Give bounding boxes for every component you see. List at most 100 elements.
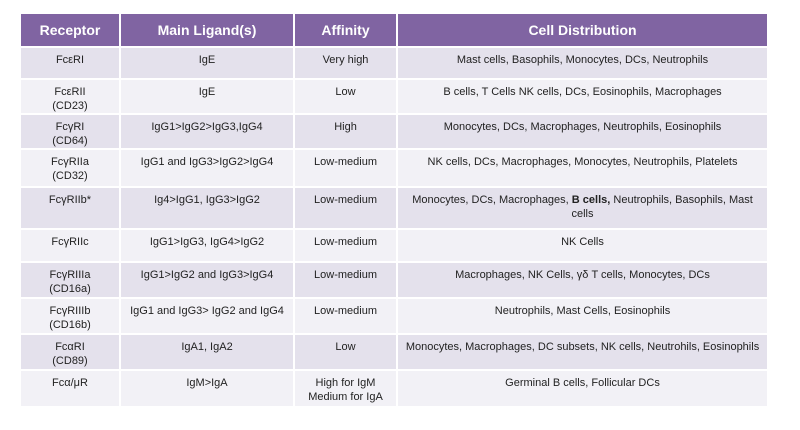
distribution-text: Monocytes, Macrophages, DC subsets, NK c…: [405, 341, 760, 353]
cell-distribution: Monocytes, DCs, Macrophages, Neutrophils…: [397, 114, 767, 150]
table-header: Receptor Main Ligand(s) Affinity Cell Di…: [21, 14, 767, 48]
receptor-line: FcεRI: [55, 54, 85, 66]
cell-distribution: Monocytes, DCs, Macrophages, B cells, Ne…: [397, 187, 767, 230]
receptor-line: FcγRIIb*: [48, 194, 92, 206]
table-row: FcγRI (CD64) IgG1>IgG2>IgG3,IgG4 High Monocy…: [21, 114, 767, 150]
cell-distribution: Monocytes, Macrophages, DC subsets, NK c…: [397, 334, 767, 371]
receptor-line: (CD64): [52, 135, 88, 147]
ligand-text: IgG1 and IgG3> IgG2 and IgG4: [130, 305, 284, 317]
column-header-receptor: Receptor: [21, 14, 121, 48]
receptor-line: (CD89): [52, 355, 88, 367]
receptor-line: FcγRIIc: [51, 236, 89, 248]
table-row: FcγRIIb* Ig4>IgG1, IgG3>IgG2 Low-medium Mon…: [21, 187, 767, 230]
cell-affinity: Low: [294, 79, 398, 115]
cell-main-ligands: IgG1>IgG2>IgG3,IgG4: [120, 114, 295, 150]
cell-affinity: Low-medium: [294, 298, 398, 335]
cell-distribution: NK cells, DCs, Macrophages, Monocytes, N…: [397, 149, 767, 188]
affinity-line: Low-medium: [314, 269, 377, 281]
column-header-cell-distribution: Cell Distribution: [397, 14, 767, 48]
cell-receptor: FcγRI (CD64): [21, 114, 121, 150]
cell-distribution: Germinal B cells, Follicular DCs: [397, 370, 767, 408]
affinity-line: Low-medium: [314, 194, 377, 206]
cell-receptor: FcεRI: [21, 47, 121, 80]
receptor-line: FcγRIIa: [51, 156, 89, 168]
cell-distribution: Macrophages, NK Cells, γδ T cells, Monoc…: [397, 262, 767, 299]
affinity-line: Medium for IgA: [308, 391, 383, 403]
ligand-text: IgG1>IgG2>IgG3,IgG4: [151, 121, 263, 133]
affinity-line: Low: [335, 86, 356, 98]
cell-receptor: FcαRI (CD89): [21, 334, 121, 371]
table-body: FcεRI IgE Very high Mast cells, Basophils, …: [21, 47, 767, 408]
receptor-line: (CD16a): [49, 283, 91, 295]
receptor-line: FcγRI: [55, 121, 85, 133]
ligand-text: IgA1, IgA2: [181, 341, 233, 353]
distribution-text: NK cells, DCs, Macrophages, Monocytes, N…: [427, 156, 738, 168]
header-row: Receptor Main Ligand(s) Affinity Cell Di…: [21, 14, 767, 48]
affinity-line: Low-medium: [314, 156, 377, 168]
table-row: FcγRIIc IgG1>IgG3, IgG4>IgG2 Low-medium NK …: [21, 229, 767, 263]
ligand-text: IgM>IgA: [186, 377, 228, 389]
fc-receptor-table: Receptor Main Ligand(s) Affinity Cell Di…: [21, 14, 767, 408]
ligand-text: IgE: [198, 86, 216, 98]
ligand-text: IgG1 and IgG3>IgG2>IgG4: [140, 156, 274, 168]
cell-distribution: NK Cells: [397, 229, 767, 263]
table-row: FcγRIIIa (CD16a) IgG1>IgG2 and IgG3>IgG4 Lo…: [21, 262, 767, 299]
affinity-line: Low-medium: [314, 236, 377, 248]
column-header-affinity: Affinity: [294, 14, 398, 48]
ligand-text: Ig4>IgG1, IgG3>IgG2: [154, 194, 260, 206]
cell-affinity: Low: [294, 334, 398, 371]
cell-receptor: FcγRIIa (CD32): [21, 149, 121, 188]
cell-main-ligands: IgG1>IgG2 and IgG3>IgG4: [120, 262, 295, 299]
cell-affinity: Very high: [294, 47, 398, 80]
fc-receptor-table-container: Receptor Main Ligand(s) Affinity Cell Di…: [21, 14, 767, 408]
affinity-line: Low-medium: [314, 305, 377, 317]
distribution-text: Neutrophils, Mast Cells, Eosinophils: [494, 305, 671, 317]
cell-main-ligands: IgE: [120, 79, 295, 115]
cell-affinity: High: [294, 114, 398, 150]
receptor-line: FcαRI: [55, 341, 85, 353]
receptor-line: FcγRIIIb: [49, 305, 91, 317]
cell-distribution: Neutrophils, Mast Cells, Eosinophils: [397, 298, 767, 335]
affinity-line: Very high: [322, 54, 369, 66]
receptor-line: FcγRIIIa: [49, 269, 91, 281]
table-row: FcγRIIIb (CD16b) IgG1 and IgG3> IgG2 and I…: [21, 298, 767, 335]
distribution-text: Macrophages, NK Cells, γδ T cells, Monoc…: [455, 269, 710, 281]
cell-main-ligands: IgG1>IgG3, IgG4>IgG2: [120, 229, 295, 263]
distribution-text: Monocytes, DCs, Macrophages, Neutrophils…: [443, 121, 722, 133]
distribution-text: Germinal B cells, Follicular DCs: [505, 377, 660, 389]
cell-main-ligands: IgA1, IgA2: [120, 334, 295, 371]
cell-receptor: Fcα/μR: [21, 370, 121, 408]
cell-receptor: FcγRIIb*: [21, 187, 121, 230]
affinity-line: Low: [335, 341, 356, 353]
cell-receptor: FcγRIIIb (CD16b): [21, 298, 121, 335]
table-row: FcαRI (CD89) IgA1, IgA2 Low Monocytes, Macro…: [21, 334, 767, 371]
cell-receptor: FcεRII (CD23): [21, 79, 121, 115]
distribution-text-cont: Neutrophils, Basophils, Mast cells: [571, 194, 753, 220]
column-header-main-ligands: Main Ligand(s): [120, 14, 295, 48]
distribution-text: NK Cells: [561, 236, 604, 248]
receptor-line: (CD23): [52, 100, 88, 112]
distribution-text: Mast cells, Basophils, Monocytes, DCs, N…: [456, 54, 709, 66]
affinity-line: High for IgM: [315, 377, 376, 389]
cell-main-ligands: IgE: [120, 47, 295, 80]
distribution-emphasis: B cells,: [571, 194, 611, 206]
receptor-line: FcεRII: [54, 86, 86, 98]
cell-distribution: B cells, T Cells NK cells, DCs, Eosinoph…: [397, 79, 767, 115]
ligand-text: IgG1>IgG2 and IgG3>IgG4: [140, 269, 274, 281]
cell-main-ligands: IgG1 and IgG3>IgG2>IgG4: [120, 149, 295, 188]
ligand-text: IgG1>IgG3, IgG4>IgG2: [149, 236, 265, 248]
cell-affinity: Low-medium: [294, 229, 398, 263]
distribution-text: B cells, T Cells NK cells, DCs, Eosinoph…: [443, 86, 722, 98]
cell-affinity: High for IgM Medium for IgA: [294, 370, 398, 408]
table-row: Fcα/μR IgM>IgA High for IgM Medium for IgA G…: [21, 370, 767, 408]
cell-main-ligands: IgM>IgA: [120, 370, 295, 408]
table-row: FcεRII (CD23) IgE Low B cells, T Cells NK ce…: [21, 79, 767, 115]
ligand-text: IgE: [198, 54, 216, 66]
cell-receptor: FcγRIIc: [21, 229, 121, 263]
cell-affinity: Low-medium: [294, 149, 398, 188]
cell-main-ligands: IgG1 and IgG3> IgG2 and IgG4: [120, 298, 295, 335]
cell-distribution: Mast cells, Basophils, Monocytes, DCs, N…: [397, 47, 767, 80]
cell-affinity: Low-medium: [294, 262, 398, 299]
cell-affinity: Low-medium: [294, 187, 398, 230]
distribution-text: Monocytes, DCs, Macrophages,: [412, 194, 572, 206]
